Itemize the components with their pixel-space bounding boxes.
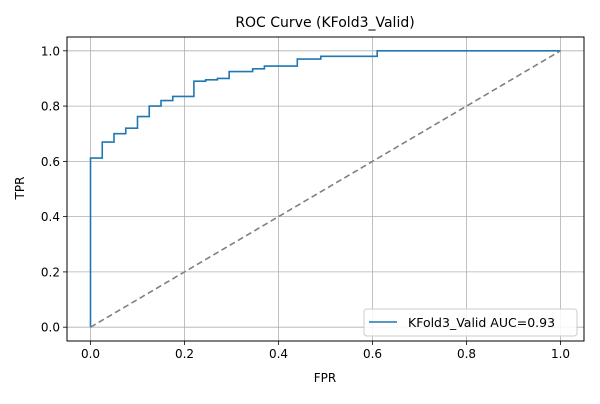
y-tick-label: 0.2 — [41, 265, 60, 279]
x-tick-label: 0.0 — [81, 347, 100, 361]
y-tick-label: 0.6 — [41, 155, 60, 169]
x-tick-label: 0.4 — [269, 347, 288, 361]
x-tick-label: 0.2 — [175, 347, 194, 361]
series-layer — [89, 50, 561, 328]
y-tick-label: 0.8 — [41, 100, 60, 114]
y-tick-label: 0.4 — [41, 210, 60, 224]
roc-curve-line — [89, 50, 561, 328]
x-tick-label: 0.6 — [363, 347, 382, 361]
chance-diagonal-line — [90, 50, 561, 328]
y-tick-label: 0.0 — [41, 321, 60, 335]
y-axis-label: TPR — [13, 177, 27, 201]
ticks: 0.0 0.2 0.4 0.6 0.8 1.0 0.0 0.2 0.4 0.6 0.8 1.0 — [41, 44, 570, 361]
legend: KFold3_Valid AUC=0.93 — [363, 308, 578, 337]
y-tick-label: 1.0 — [41, 44, 60, 58]
plot-frame — [66, 36, 585, 342]
chart-title: ROC Curve (KFold3_Valid) — [235, 15, 414, 31]
legend-box — [363, 308, 578, 337]
x-axis-label: FPR — [314, 371, 336, 385]
legend-label-roc: KFold3_Valid AUC=0.93 — [408, 315, 555, 330]
x-tick-label: 0.8 — [457, 347, 476, 361]
x-tick-label: 1.0 — [551, 347, 570, 361]
